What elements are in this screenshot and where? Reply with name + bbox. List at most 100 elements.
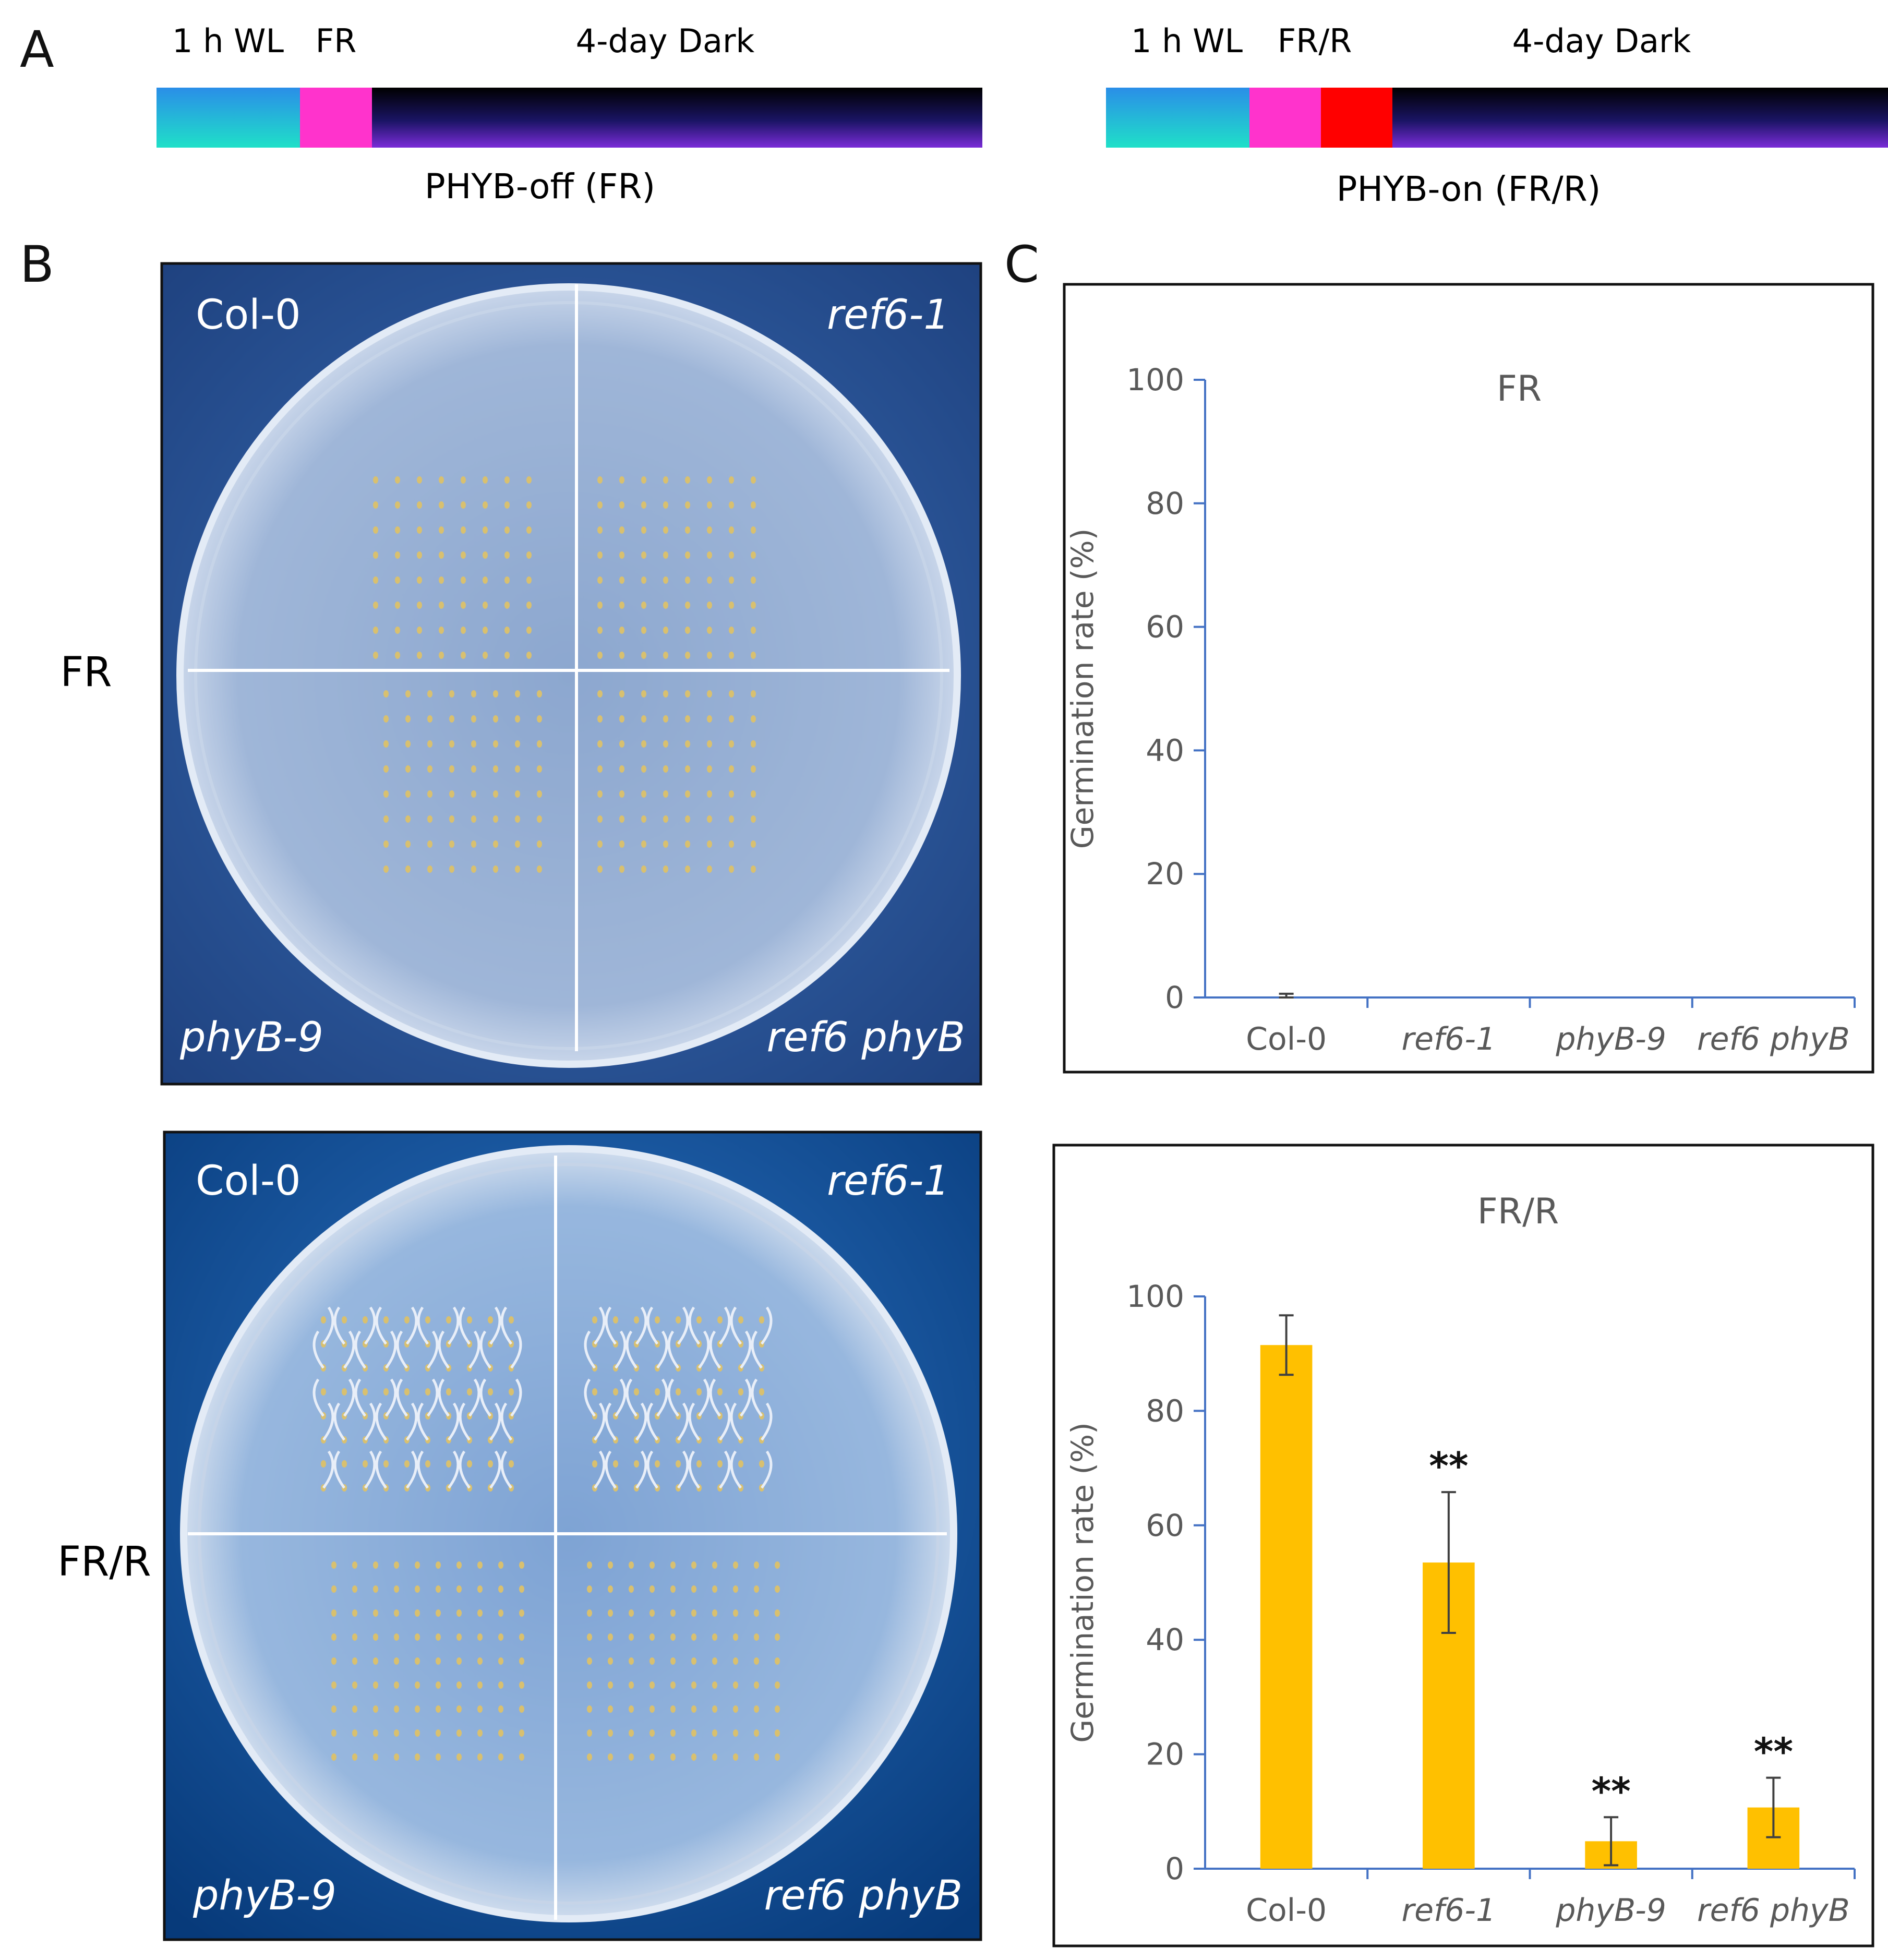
seed [436, 1585, 441, 1593]
quadrant-label-ref6-phyb: ref6 phyB [766, 1014, 965, 1061]
seedling [384, 1378, 397, 1417]
seedling [760, 1306, 773, 1345]
seedling [593, 1306, 606, 1345]
seed [493, 690, 498, 698]
y-tick-label: 80 [1146, 486, 1184, 521]
seedling [760, 1402, 773, 1441]
seed [663, 765, 668, 773]
seed [754, 1729, 759, 1737]
seedling [500, 1450, 513, 1489]
seed [641, 627, 646, 634]
seed [696, 1316, 702, 1324]
seed [467, 1460, 472, 1468]
seed [712, 1609, 717, 1617]
seed [751, 715, 756, 723]
seed [537, 865, 542, 873]
x-tick-label: ref6 phyB [1697, 1021, 1850, 1057]
seed [729, 765, 734, 773]
panel-label-b: B [20, 235, 54, 294]
seed [526, 602, 532, 609]
seed [483, 576, 488, 584]
seed [608, 1633, 613, 1641]
seed [685, 652, 690, 659]
seedling [312, 1330, 325, 1369]
seed [712, 1585, 717, 1593]
row-label-fr-r: FR/R [57, 1538, 151, 1585]
seed [498, 1633, 503, 1641]
seed [754, 1561, 759, 1569]
seed [629, 1705, 634, 1713]
seedling [688, 1306, 701, 1345]
seed [597, 526, 603, 534]
seed [373, 1561, 378, 1569]
seed [415, 1705, 420, 1713]
seedling [751, 1378, 763, 1417]
seed [641, 815, 646, 823]
seed [352, 1561, 357, 1569]
seed [754, 1633, 759, 1641]
seed [415, 1609, 420, 1617]
seedling [312, 1378, 325, 1417]
seed [663, 840, 668, 848]
seed [663, 690, 668, 698]
seedling [635, 1306, 647, 1345]
seed [775, 1657, 780, 1665]
seed [456, 1657, 462, 1665]
seed [405, 840, 411, 848]
seedling [500, 1402, 513, 1441]
seed [592, 1460, 597, 1468]
seed [498, 1657, 503, 1665]
seed [404, 1460, 410, 1468]
seedling [479, 1378, 492, 1417]
seed [650, 1753, 655, 1761]
seed [685, 501, 690, 509]
seed-grid [373, 476, 756, 873]
white-light-segment [157, 88, 300, 148]
seed [461, 576, 466, 584]
seed [477, 1585, 483, 1593]
seed [471, 840, 476, 848]
seedling [605, 1450, 617, 1489]
seed [537, 790, 542, 798]
seed [417, 526, 422, 534]
seed [417, 551, 422, 559]
seed [613, 1460, 618, 1468]
red-segment [1321, 88, 1392, 148]
seed [449, 815, 454, 823]
seed [373, 576, 378, 584]
seed [415, 1561, 420, 1569]
seed [738, 1316, 743, 1324]
seed [608, 1681, 613, 1689]
seed [471, 715, 476, 723]
seed [395, 602, 400, 609]
step-label-fr: FR [316, 22, 357, 60]
seed [498, 1729, 503, 1737]
seed [425, 1316, 430, 1324]
seed [504, 501, 510, 509]
seed [383, 865, 389, 873]
seed [717, 1460, 723, 1468]
seed [619, 740, 624, 748]
seed [751, 627, 756, 634]
seed [712, 1657, 717, 1665]
seed [498, 1705, 503, 1713]
seed [619, 790, 624, 798]
seed [729, 602, 734, 609]
seed [483, 501, 488, 509]
seedling [417, 1450, 429, 1489]
seed [519, 1561, 524, 1569]
seed [477, 1705, 483, 1713]
seed [629, 1585, 634, 1593]
seed [751, 765, 756, 773]
seed [619, 690, 624, 698]
chart-title: FR/R [1477, 1191, 1559, 1232]
seedling [584, 1378, 596, 1417]
y-axis-label: Germination rate (%) [1065, 1422, 1100, 1743]
seed [754, 1705, 759, 1713]
seed [738, 1460, 743, 1468]
seed [641, 602, 646, 609]
seedling [698, 1378, 710, 1417]
seed [405, 690, 411, 698]
seed [446, 1460, 451, 1468]
seed [471, 690, 476, 698]
